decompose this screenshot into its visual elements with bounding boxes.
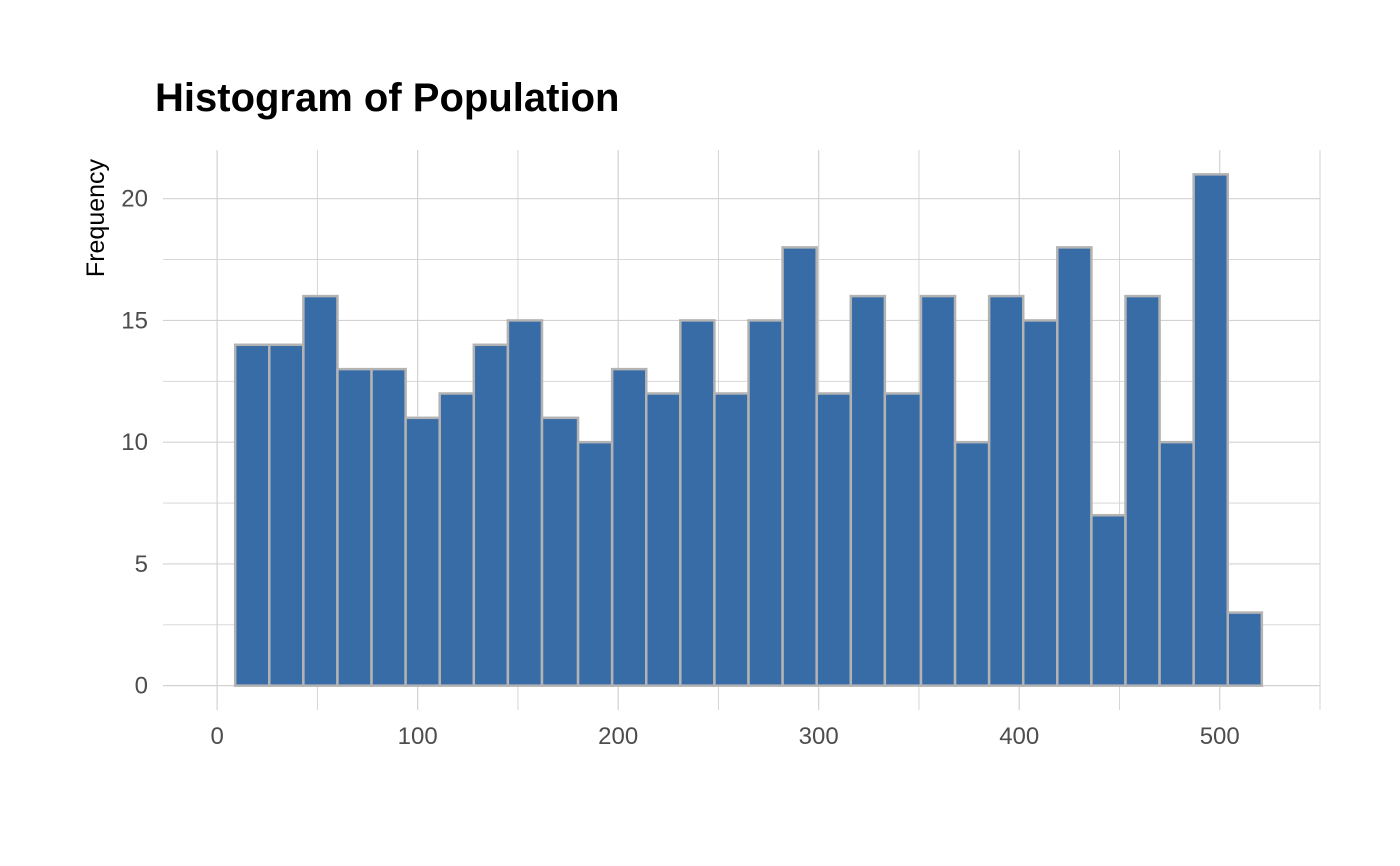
y-tick-label: 20 (121, 186, 148, 213)
y-tick-label: 0 (135, 673, 148, 700)
y-axis-label: Frequency (82, 158, 110, 277)
histogram-bar (268, 343, 305, 687)
histogram-bar (883, 392, 923, 687)
histogram-bar (1226, 611, 1264, 687)
histogram-bar (233, 343, 271, 687)
x-tick-label: 0 (210, 723, 223, 750)
histogram-bar (610, 367, 648, 687)
histogram-bar (576, 440, 614, 687)
histogram-bar (815, 392, 853, 687)
x-tick-label: 500 (1200, 723, 1240, 750)
histogram-bar (1158, 440, 1195, 687)
tick-labels: 0 100 200 300 400 500 0 5 10 15 20 Frequency (82, 158, 1240, 750)
histogram-bar (953, 440, 991, 687)
bars (233, 173, 1264, 687)
histogram-bar (472, 343, 510, 687)
y-tick-label: 15 (121, 307, 148, 334)
x-tick-label: 200 (598, 723, 638, 750)
histogram-bar (1124, 294, 1161, 687)
histogram-bar (1090, 513, 1127, 687)
histogram-bar (987, 294, 1025, 687)
histogram-bar (919, 294, 957, 687)
histogram-bar (1056, 246, 1093, 687)
histogram-bar (370, 367, 407, 687)
histogram-bar (747, 319, 784, 687)
x-tick-label: 300 (799, 723, 839, 750)
histogram-bar (645, 392, 682, 687)
histogram-bar (540, 416, 580, 687)
histogram-bar (713, 392, 750, 687)
histogram-bar (849, 294, 887, 687)
histogram-bar (1192, 173, 1230, 687)
histogram-bar (1021, 319, 1059, 687)
x-tick-label: 400 (999, 723, 1039, 750)
chart-title: Histogram of Population (155, 76, 620, 120)
histogram-bar (438, 392, 476, 687)
histogram-bar (781, 246, 818, 687)
histogram-bar (506, 319, 544, 687)
histogram-bar (302, 294, 339, 687)
y-tick-label: 5 (135, 551, 148, 578)
x-tick-label: 100 (398, 723, 438, 750)
y-tick-label: 10 (121, 429, 148, 456)
histogram-bar (679, 319, 716, 687)
histogram-bar (336, 367, 373, 687)
histogram-bar (404, 416, 441, 687)
